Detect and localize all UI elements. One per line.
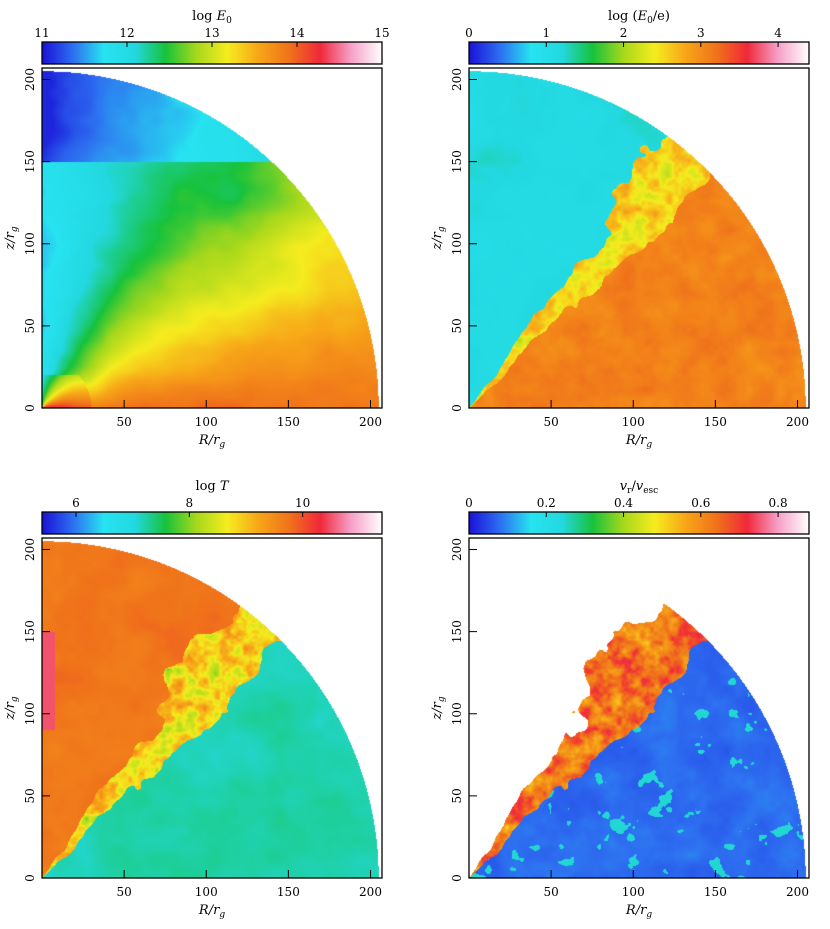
x-tick-label: 150 <box>704 415 727 429</box>
y-tick-label: 200 <box>23 68 37 91</box>
plot-frame <box>468 67 810 409</box>
colorbar-tick-label: 0.6 <box>691 496 710 510</box>
colorbar <box>468 511 810 535</box>
chart-svg: log T 6 8 10 50 100 150 200 0 50 100 150 200 R/rg z/rg <box>3 479 383 920</box>
y-axis-label: z/rg <box>430 696 447 720</box>
x-tick-label: 150 <box>277 885 300 899</box>
colorbar-tick-label: 0 <box>465 26 473 40</box>
x-tick-label: 100 <box>622 415 645 429</box>
colorbar-tick-label: 0.8 <box>769 496 788 510</box>
y-tick-label: 100 <box>23 702 37 725</box>
y-tick-label: 150 <box>450 150 464 173</box>
plot-frame <box>41 67 383 409</box>
chart-svg: log (E0/e) 0 1 2 3 4 50 100 150 200 0 50 100 150 200 R/… <box>430 9 810 450</box>
heatmap-field <box>42 538 382 878</box>
y-tick-label: 200 <box>450 538 464 561</box>
x-tick-label: 50 <box>543 885 558 899</box>
colorbar-tick-label: 0.4 <box>614 496 633 510</box>
colorbar-tick-label: 1 <box>542 26 550 40</box>
y-tick-label: 100 <box>23 232 37 255</box>
y-tick-label: 50 <box>450 318 464 333</box>
y-axis-label: z/rg <box>3 696 20 720</box>
colorbar <box>41 511 383 535</box>
panel-velocity-ratio: vr/vesc 0 0.2 0.4 0.6 0.8 50 100 150 200 0 50 100 150… <box>427 470 822 925</box>
y-tick-label: 100 <box>450 232 464 255</box>
colorbar-tick-label: 14 <box>289 26 305 40</box>
colorbar-tick-label: 0.2 <box>537 496 556 510</box>
plot-frame <box>41 537 383 879</box>
colorbar-title: log T <box>195 479 229 494</box>
colorbar-tick-label: 8 <box>186 496 194 510</box>
x-axis-label: R/rg <box>198 433 225 450</box>
chart-svg: log E0 11 12 13 14 15 50 100 150 200 0 50 100 150 200 R… <box>3 9 390 450</box>
colorbar-tick-label: 12 <box>119 26 134 40</box>
colorbar-tick-label: 13 <box>204 26 219 40</box>
colorbar-tick-label: 15 <box>374 26 389 40</box>
x-tick-label: 100 <box>622 885 645 899</box>
y-tick-label: 150 <box>450 620 464 643</box>
colorbar-title: log (E0/e) <box>608 9 670 26</box>
y-axis-label: z/rg <box>3 226 20 250</box>
x-axis-label: R/rg <box>625 433 652 450</box>
y-axis-label: z/rg <box>430 226 447 250</box>
y-tick-label: 150 <box>23 150 37 173</box>
colorbar-tick-label: 4 <box>774 26 782 40</box>
heatmap-field <box>469 68 809 408</box>
x-tick-label: 150 <box>704 885 727 899</box>
y-tick-label: 0 <box>450 874 464 882</box>
panel-log-e0: log E0 11 12 13 14 15 50 100 150 200 0 50 100 150 200 R… <box>0 0 395 455</box>
x-tick-label: 200 <box>786 415 809 429</box>
x-axis-label: R/rg <box>198 903 225 920</box>
colorbar-title: log E0 <box>192 9 232 26</box>
colorbar-tick-label: 3 <box>697 26 705 40</box>
y-tick-label: 150 <box>23 620 37 643</box>
y-tick-label: 0 <box>450 404 464 412</box>
x-tick-label: 100 <box>195 885 218 899</box>
y-tick-label: 50 <box>23 318 37 333</box>
x-tick-label: 100 <box>195 415 218 429</box>
colorbar-tick-label: 6 <box>72 496 80 510</box>
y-tick-label: 0 <box>23 404 37 412</box>
y-tick-label: 50 <box>450 788 464 803</box>
heatmap-field <box>42 68 382 408</box>
x-tick-label: 50 <box>543 415 558 429</box>
y-tick-label: 50 <box>23 788 37 803</box>
heatmap-field <box>469 538 809 878</box>
panel-log-temperature: log T 6 8 10 50 100 150 200 0 50 100 150 200 R/rg z/rg <box>0 470 395 925</box>
x-tick-label: 50 <box>116 885 131 899</box>
colorbar-tick-label: 11 <box>34 26 49 40</box>
y-tick-label: 200 <box>23 538 37 561</box>
x-axis-label: R/rg <box>625 903 652 920</box>
y-tick-label: 100 <box>450 702 464 725</box>
x-tick-label: 50 <box>116 415 131 429</box>
panel-log-e0-over-e: log (E0/e) 0 1 2 3 4 50 100 150 200 0 50 100 150 200 R/… <box>427 0 822 455</box>
x-tick-label: 200 <box>359 415 382 429</box>
x-tick-label: 150 <box>277 415 300 429</box>
plot-frame <box>468 537 810 879</box>
colorbar-title: vr/vesc <box>620 479 658 496</box>
colorbar <box>468 41 810 65</box>
y-tick-label: 0 <box>23 874 37 882</box>
y-tick-label: 200 <box>450 68 464 91</box>
x-tick-label: 200 <box>786 885 809 899</box>
colorbar-tick-label: 0 <box>465 496 473 510</box>
x-tick-label: 200 <box>359 885 382 899</box>
colorbar-tick-label: 10 <box>295 496 310 510</box>
colorbar-tick-label: 2 <box>620 26 628 40</box>
chart-svg: vr/vesc 0 0.2 0.4 0.6 0.8 50 100 150 200 0 50 100 150… <box>430 479 810 920</box>
